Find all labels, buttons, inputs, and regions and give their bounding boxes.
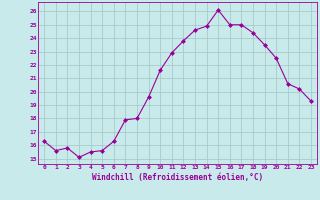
X-axis label: Windchill (Refroidissement éolien,°C): Windchill (Refroidissement éolien,°C)	[92, 173, 263, 182]
